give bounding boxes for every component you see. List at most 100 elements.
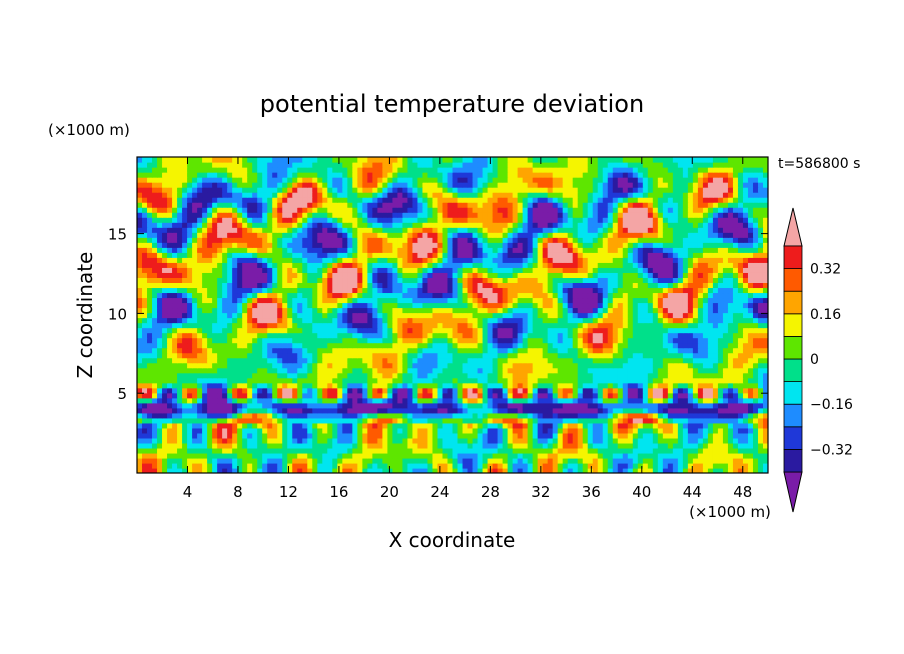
heatmap-cell [467,372,474,379]
heatmap-cell [647,397,654,404]
heatmap-cell [302,437,308,444]
heatmap-cell [487,332,494,339]
heatmap-cell [682,327,689,334]
heatmap-cell [137,457,143,464]
heatmap-cell [357,417,363,424]
heatmap-cell [582,317,589,324]
heatmap-cell [372,457,378,464]
heatmap-cell [597,372,604,379]
heatmap-cell [347,317,353,324]
heatmap-cell [217,382,223,389]
heatmap-cell [697,387,704,394]
heatmap-cell [242,357,248,364]
heatmap-cell [282,327,288,334]
heatmap-cell [157,287,163,294]
heatmap-cell [567,327,574,334]
heatmap-cell [157,322,163,329]
heatmap-cell [247,437,253,444]
heatmap-cell [217,307,223,314]
heatmap-cell [327,287,333,294]
heatmap-cell [647,352,654,359]
heatmap-cell [372,452,378,459]
heatmap-cell [382,317,388,324]
heatmap-cell [397,357,404,364]
heatmap-cell [722,412,729,419]
heatmap-cell [272,277,278,283]
heatmap-cell [597,307,604,314]
heatmap-cell [402,447,409,454]
heatmap-cell [357,357,363,364]
heatmap-cell [687,347,694,354]
heatmap-cell [322,277,328,283]
heatmap-cell [607,447,614,454]
heatmap-cell [322,352,328,359]
heatmap-cell [717,367,724,374]
heatmap-cell [652,427,659,434]
heatmap-cell [692,382,699,389]
heatmap-cell [527,332,534,339]
heatmap-cell [282,452,288,459]
heatmap-cell [467,467,474,473]
heatmap-cell [447,417,454,424]
heatmap-cell [222,302,228,309]
heatmap-cell [367,447,373,454]
heatmap-cell [457,297,464,304]
heatmap-cell [297,322,303,329]
heatmap-cell [512,352,519,359]
heatmap-cell [317,332,323,339]
heatmap-cell [487,327,494,334]
heatmap-cell [397,327,404,334]
heatmap-cell [602,312,609,319]
heatmap-cell [587,297,594,304]
heatmap-cell [737,282,744,289]
heatmap-cell [427,402,434,409]
heatmap-cell [587,387,594,394]
heatmap-cell [447,272,454,278]
heatmap-cell [602,287,609,294]
heatmap-cell [427,362,434,369]
heatmap-cell [747,457,754,464]
heatmap-cell [657,307,664,314]
heatmap-cell [202,327,208,334]
heatmap-cell [452,322,459,329]
heatmap-cell [432,327,439,334]
heatmap-cell [452,467,459,473]
heatmap-cell [197,352,203,359]
heatmap-cell [277,407,283,414]
heatmap-cell [697,342,704,349]
heatmap-cell [302,427,308,434]
heatmap-cell [447,392,454,399]
heatmap-cell [627,382,634,389]
heatmap-cell [537,272,544,278]
heatmap-cell [297,462,303,469]
heatmap-cell [602,367,609,374]
heatmap-cell [612,307,619,314]
heatmap-cell [167,467,173,473]
heatmap-cell [437,402,444,409]
heatmap-cell [272,312,278,319]
heatmap-cell [722,292,729,299]
heatmap-cell [312,342,318,349]
heatmap-cell [262,302,268,309]
heatmap-cell [177,277,183,283]
heatmap-cell [222,452,228,459]
heatmap-cell [407,317,414,324]
heatmap-cell [742,297,749,304]
heatmap-cell [187,297,193,304]
heatmap-cell [762,302,768,309]
heatmap-cell [547,302,554,309]
heatmap-cell [217,302,223,309]
heatmap-cell [232,347,238,354]
heatmap-cell [312,422,318,429]
heatmap-cell [757,357,764,364]
heatmap-cell [267,287,273,294]
heatmap-cell [567,452,574,459]
heatmap-cell [702,462,709,469]
heatmap-cell [652,302,659,309]
heatmap-cell [257,317,263,324]
heatmap-cell [547,352,554,359]
heatmap-cell [507,467,514,473]
heatmap-cell [507,432,514,439]
heatmap-cell [707,302,714,309]
heatmap-cell [177,272,183,278]
